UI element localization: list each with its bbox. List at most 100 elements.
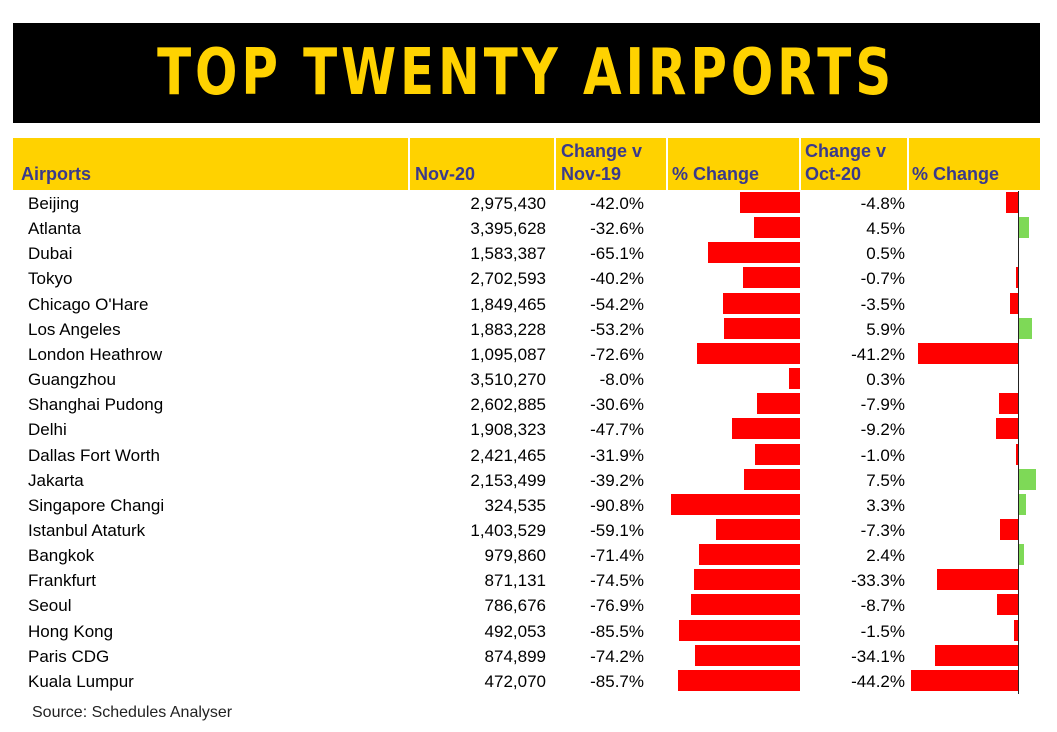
airport-name: Chicago O'Hare (28, 294, 149, 314)
table-row: Tokyo 2,702,593 -40.2% -0.7% (0, 266, 1057, 291)
bar-change-oct20 (1018, 217, 1029, 239)
bar-change-oct20 (937, 569, 1018, 591)
bar-change-nov19 (756, 393, 800, 415)
bar-change-nov19 (723, 292, 800, 314)
change-nov19-value: -30.6% (590, 395, 644, 415)
change-nov19-value: -72.6% (590, 344, 644, 364)
table-row: Beijing 2,975,430 -42.0% -4.8% (0, 191, 1057, 216)
airport-name: Hong Kong (28, 621, 114, 641)
zero-axis-oct20 (1018, 191, 1019, 694)
table-row: Chicago O'Hare 1,849,465 -54.2% -3.5% (0, 292, 1057, 317)
table-row: Hong Kong 492,053 -85.5% -1.5% (0, 619, 1057, 644)
nov20-value: 1,403,529 (470, 520, 546, 540)
change-nov19-value: -32.6% (590, 219, 644, 239)
change-nov19-value: -8.0% (599, 370, 644, 390)
page-title: TOP TWENTY AIRPORTS (157, 36, 896, 110)
bar-change-oct20 (995, 418, 1018, 440)
bar-change-nov19 (690, 594, 800, 616)
header-change-nov19-line2: Nov-19 (561, 164, 622, 184)
bar-change-nov19 (707, 242, 800, 264)
nov20-value: 2,975,430 (470, 194, 546, 213)
header-change-oct20: Change v Oct-20 (805, 140, 886, 186)
change-nov19-value: -74.2% (590, 646, 644, 666)
airport-name: Tokyo (28, 269, 73, 289)
table-row: Jakarta 2,153,499 -39.2% 7.5% (0, 468, 1057, 493)
nov20-value: 1,908,323 (470, 420, 546, 440)
nov20-value: 472,070 (484, 671, 546, 691)
change-oct20-value: 5.9% (866, 319, 905, 339)
airport-name: Paris CDG (28, 646, 110, 666)
nov20-value: 1,583,387 (470, 244, 546, 264)
table-row: Seoul 786,676 -76.9% -8.7% (0, 593, 1057, 618)
airport-name: Beijing (28, 194, 80, 213)
bar-change-oct20 (1015, 443, 1018, 465)
bar-change-nov19 (744, 468, 800, 490)
nov20-value: 1,095,087 (470, 344, 546, 364)
change-oct20-value: -41.2% (851, 344, 905, 364)
bar-change-oct20 (1018, 493, 1026, 515)
header-pct-change-1: % Change (672, 164, 760, 184)
change-nov19-value: -90.8% (590, 495, 644, 515)
change-oct20-value: -9.2% (860, 420, 905, 440)
change-nov19-value: -74.5% (590, 571, 644, 591)
airport-name: Bangkok (28, 546, 95, 566)
table-row: Istanbul Ataturk 1,403,529 -59.1% -7.3% (0, 518, 1057, 543)
airport-name: Kuala Lumpur (28, 671, 134, 691)
source-note: Source: Schedules Analyser (32, 704, 233, 721)
title-banner: TOP TWENTY AIRPORTS (13, 23, 1040, 123)
header-nov20: Nov-20 (415, 164, 476, 184)
bar-change-nov19 (696, 342, 800, 364)
header-divider (408, 138, 410, 190)
change-nov19-value: -59.1% (590, 520, 644, 540)
change-oct20-value: -34.1% (851, 646, 905, 666)
bar-change-nov19 (788, 368, 800, 390)
bar-change-nov19 (694, 569, 800, 591)
change-nov19-value: -53.2% (590, 319, 644, 339)
change-oct20-value: 7.5% (866, 470, 905, 490)
bar-change-oct20 (1018, 468, 1037, 490)
table-header: Airports Nov-20 Change v Nov-19 % Change… (13, 138, 1040, 190)
change-oct20-value: -0.7% (860, 269, 905, 289)
nov20-value: 3,395,628 (470, 219, 546, 239)
table-row: London Heathrow 1,095,087 -72.6% -41.2% (0, 342, 1057, 367)
change-oct20-value: 4.5% (866, 219, 905, 239)
bar-change-oct20 (935, 644, 1018, 666)
change-nov19-value: -42.0% (590, 194, 644, 213)
table-row: Frankfurt 871,131 -74.5% -33.3% (0, 568, 1057, 593)
table-row: Dallas Fort Worth 2,421,465 -31.9% -1.0% (0, 443, 1057, 468)
airport-name: Seoul (28, 596, 72, 616)
bar-change-nov19 (694, 644, 800, 666)
change-oct20-value: 3.3% (866, 495, 905, 515)
table-row: Delhi 1,908,323 -47.7% -9.2% (0, 417, 1057, 442)
table-row: Bangkok 979,860 -71.4% 2.4% (0, 543, 1057, 568)
airport-name: Atlanta (28, 219, 81, 239)
change-nov19-value: -31.9% (590, 445, 644, 465)
change-oct20-value: -7.3% (860, 520, 905, 540)
airport-name: London Heathrow (28, 344, 163, 364)
nov20-value: 324,535 (484, 495, 546, 515)
bar-change-oct20 (998, 393, 1018, 415)
bar-change-nov19 (753, 217, 800, 239)
change-oct20-value: 0.3% (866, 370, 905, 390)
bar-change-oct20 (1009, 292, 1018, 314)
header-divider (554, 138, 556, 190)
bar-change-nov19 (724, 317, 800, 339)
airport-name: Shanghai Pudong (28, 395, 164, 415)
airport-name: Delhi (28, 420, 67, 440)
nov20-value: 786,676 (484, 596, 546, 616)
airport-name: Dallas Fort Worth (28, 445, 160, 465)
bar-change-nov19 (732, 418, 800, 440)
nov20-value: 3,510,270 (470, 370, 546, 390)
nov20-value: 874,899 (484, 646, 546, 666)
table-row: Los Angeles 1,883,228 -53.2% 5.9% (0, 317, 1057, 342)
header-change-nov19: Change v Nov-19 (561, 140, 642, 186)
bar-change-oct20 (1014, 619, 1018, 641)
nov20-value: 1,849,465 (470, 294, 546, 314)
bar-change-oct20 (1006, 192, 1018, 213)
change-nov19-value: -40.2% (590, 269, 644, 289)
nov20-value: 2,602,885 (470, 395, 546, 415)
change-oct20-value: 0.5% (866, 244, 905, 264)
change-oct20-value: -1.5% (860, 621, 905, 641)
table-row: Paris CDG 874,899 -74.2% -34.1% (0, 644, 1057, 669)
table-row: Atlanta 3,395,628 -32.6% 4.5% (0, 216, 1057, 241)
